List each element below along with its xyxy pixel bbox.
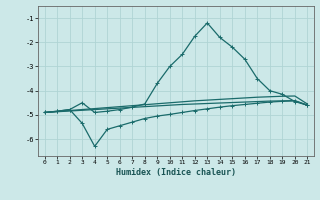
X-axis label: Humidex (Indice chaleur): Humidex (Indice chaleur) bbox=[116, 168, 236, 177]
